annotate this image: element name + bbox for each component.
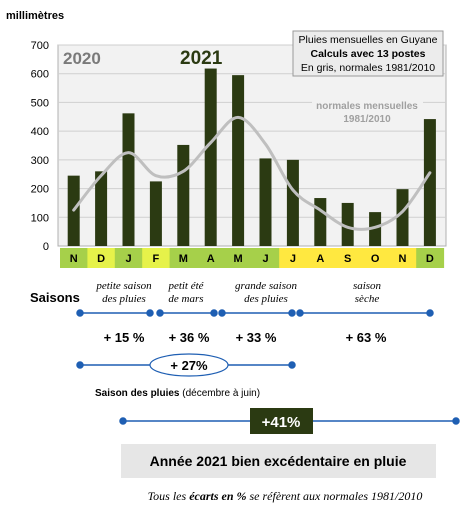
season-4-name-line-2: sèche xyxy=(355,293,380,305)
y-axis-title: millimètres xyxy=(6,10,64,22)
month-band xyxy=(60,248,88,268)
y-tick-label: 500 xyxy=(31,97,49,109)
bar xyxy=(286,159,299,246)
bar xyxy=(341,202,354,246)
month-band xyxy=(169,248,198,268)
season-4-pct: + 63 % xyxy=(346,330,387,345)
month-bands xyxy=(60,248,445,268)
x-tick-label: J xyxy=(262,253,268,265)
conclusion-text: Année 2021 bien excédentaire en pluie xyxy=(150,453,407,469)
bar xyxy=(396,189,409,246)
normals-line xyxy=(72,115,432,231)
y-tick-label: 200 xyxy=(31,184,49,196)
bar xyxy=(122,113,135,246)
normals-label-line-2: 1981/2010 xyxy=(343,114,391,125)
x-tick-label: M xyxy=(179,253,188,265)
season-3-name-line-1: grande saison xyxy=(235,280,298,292)
month-band xyxy=(87,248,116,268)
month-band xyxy=(306,248,335,268)
year-label-2021: 2021 xyxy=(180,48,223,69)
season-1-pct: + 15 % xyxy=(104,330,145,345)
month-band xyxy=(279,248,308,268)
y-tick-label: 400 xyxy=(31,126,49,138)
footnote-bold: écarts en % xyxy=(189,489,246,503)
bar xyxy=(177,144,190,246)
normals-label-line-1: normales mensuelles xyxy=(316,101,418,112)
month-band xyxy=(142,248,171,268)
x-tick-label: J xyxy=(290,253,296,265)
year-total-badge xyxy=(250,408,313,434)
year-label-2020: 2020 xyxy=(63,49,101,68)
rainy-season-caption: Saison des pluies (décembre à juin) xyxy=(95,388,260,399)
rainy-season-total: + 27% xyxy=(170,358,208,373)
rainy-season-caption-bold: Saison des pluies xyxy=(95,388,180,399)
y-tick-label: 100 xyxy=(31,212,49,224)
month-band xyxy=(114,248,143,268)
x-tick-label: N xyxy=(70,253,78,265)
bar xyxy=(232,75,245,247)
y-tick-label: 0 xyxy=(43,241,49,253)
month-band xyxy=(361,248,390,268)
x-tick-label: D xyxy=(426,253,434,265)
x-tick-label: N xyxy=(399,253,407,265)
y-tick-label: 600 xyxy=(31,69,49,81)
x-tick-label: J xyxy=(125,253,131,265)
y-tick-label: 300 xyxy=(31,155,49,167)
season-2-name-line-2: de mars xyxy=(168,293,203,305)
y-tick-labels: 0 100 200 300 400 500 600 700 xyxy=(31,40,49,253)
rainy-season-total-oval xyxy=(149,353,229,377)
month-band xyxy=(224,248,253,268)
y-tick-label: 700 xyxy=(31,40,49,52)
rainy-season-caption-rest: (décembre à juin) xyxy=(179,388,260,399)
x-tick-label: A xyxy=(207,253,215,265)
year-total: +41% xyxy=(262,414,301,431)
month-band xyxy=(251,248,280,268)
season-4-name-line-1: saison xyxy=(353,280,382,292)
bar xyxy=(204,68,217,246)
bar xyxy=(149,181,162,246)
season-2-pct: + 36 % xyxy=(169,330,210,345)
season-timeline xyxy=(76,309,434,317)
bar xyxy=(423,119,436,246)
month-band xyxy=(334,248,362,268)
x-tick-label: O xyxy=(371,253,380,265)
bar xyxy=(314,198,327,246)
x-tick-label: D xyxy=(97,253,105,265)
season-2-name-line-1: petit été xyxy=(167,280,204,292)
season-1-name-line-1: petite saison xyxy=(95,280,152,292)
footnote-pre: Tous les xyxy=(148,489,190,503)
x-tick-label: S xyxy=(344,253,351,265)
footnote-post: se réfèrent aux normales 1981/2010 xyxy=(247,489,423,503)
month-band xyxy=(197,248,225,268)
legend-line-3: En gris, normales 1981/2010 xyxy=(301,62,435,74)
x-tick-label: A xyxy=(316,253,324,265)
bar xyxy=(369,212,382,246)
x-tick-label: M xyxy=(234,253,243,265)
legend-line-1: Pluies mensuelles en Guyane xyxy=(299,34,438,46)
season-1-name-line-2: des pluies xyxy=(102,293,146,305)
bar xyxy=(259,158,272,246)
season-3-pct: + 33 % xyxy=(236,330,277,345)
conclusion-banner xyxy=(121,444,436,478)
normals-label-bg xyxy=(312,97,423,127)
season-3-name-line-2: des pluies xyxy=(244,293,288,305)
legend-box xyxy=(292,30,444,77)
bar xyxy=(95,171,108,246)
month-band xyxy=(416,248,445,268)
footnote: Tous les écarts en % se réfèrent aux nor… xyxy=(148,489,423,503)
month-band xyxy=(388,248,417,268)
seasons-label: Saisons xyxy=(30,290,80,305)
legend-line-2: Calculs avec 13 postes xyxy=(311,48,426,60)
x-tick-label: F xyxy=(153,253,160,265)
